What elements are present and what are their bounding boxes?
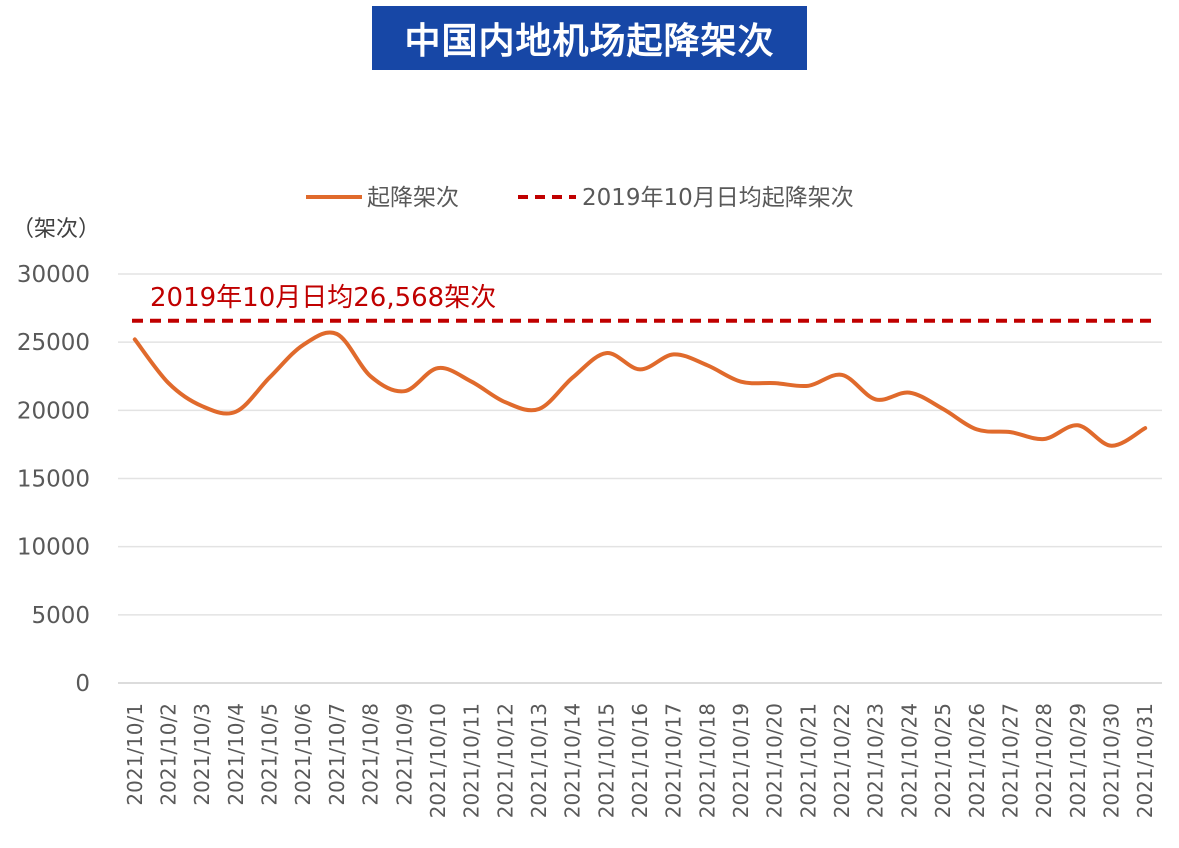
x-tick-label: 2021/10/18 [695, 703, 719, 818]
x-tick-label: 2021/10/16 [628, 703, 652, 818]
chart-title: 中国内地机场起降架次 [404, 21, 775, 62]
y-tick-label: 0 [75, 671, 90, 697]
x-tick-label: 2021/10/6 [291, 703, 315, 806]
x-tick-label: 2021/10/3 [190, 703, 214, 806]
x-tick-label: 2021/10/10 [426, 703, 450, 818]
x-tick-label: 2021/10/31 [1133, 703, 1157, 818]
x-tick-label: 2021/10/30 [1099, 703, 1123, 818]
x-tick-label: 2021/10/5 [258, 703, 282, 806]
x-tick-label: 2021/10/11 [460, 703, 484, 818]
x-tick-label: 2021/10/14 [561, 703, 585, 818]
x-tick-label: 2021/10/24 [897, 703, 921, 818]
y-tick-label: 5000 [31, 603, 90, 629]
x-tick-label: 2021/10/12 [493, 703, 517, 818]
x-tick-label: 2021/10/19 [729, 703, 753, 818]
x-tick-label: 2021/10/8 [359, 703, 383, 806]
y-axis-ticks: 0 5000 10000 15000 20000 25000 30000 [17, 262, 90, 697]
x-axis-ticks: 2021/10/1 2021/10/2 2021/10/3 2021/10/4 2021… [123, 703, 1157, 818]
x-tick-label: 2021/10/15 [594, 703, 618, 818]
x-tick-label: 2021/10/2 [157, 703, 181, 806]
series-line [132, 330, 1148, 448]
y-tick-label: 25000 [17, 330, 90, 356]
gridlines [118, 273, 1162, 684]
legend: 起降架次 2019年10月日均起降架次 [306, 185, 854, 211]
x-tick-label: 2021/10/22 [830, 703, 854, 818]
x-tick-label: 2021/10/25 [931, 703, 955, 818]
x-tick-label: 2021/10/26 [965, 703, 989, 818]
y-tick-label: 20000 [17, 398, 90, 424]
x-tick-label: 2021/10/9 [392, 703, 416, 806]
title-banner: 中国内地机场起降架次 [372, 6, 807, 70]
x-tick-label: 2021/10/13 [527, 703, 551, 818]
x-tick-label: 2021/10/27 [998, 703, 1022, 818]
y-tick-label: 15000 [17, 467, 90, 493]
x-tick-label: 2021/10/4 [224, 703, 248, 806]
x-tick-label: 2021/10/29 [1066, 703, 1090, 818]
x-tick-label: 2021/10/23 [864, 703, 888, 818]
y-tick-label: 30000 [17, 262, 90, 288]
x-tick-label: 2021/10/17 [662, 703, 686, 818]
reference-annotation: 2019年10月日均26,568架次 [150, 283, 496, 313]
y-tick-label: 10000 [17, 535, 90, 561]
x-tick-label: 2021/10/28 [1032, 703, 1056, 818]
legend-label-reference: 2019年10月日均起降架次 [582, 185, 854, 211]
y-axis-label: （架次） [12, 217, 100, 242]
x-tick-label: 2021/10/1 [123, 703, 147, 806]
x-tick-label: 2021/10/20 [763, 703, 787, 818]
x-tick-label: 2021/10/7 [325, 703, 349, 806]
legend-label-series: 起降架次 [367, 185, 459, 211]
x-tick-label: 2021/10/21 [796, 703, 820, 818]
